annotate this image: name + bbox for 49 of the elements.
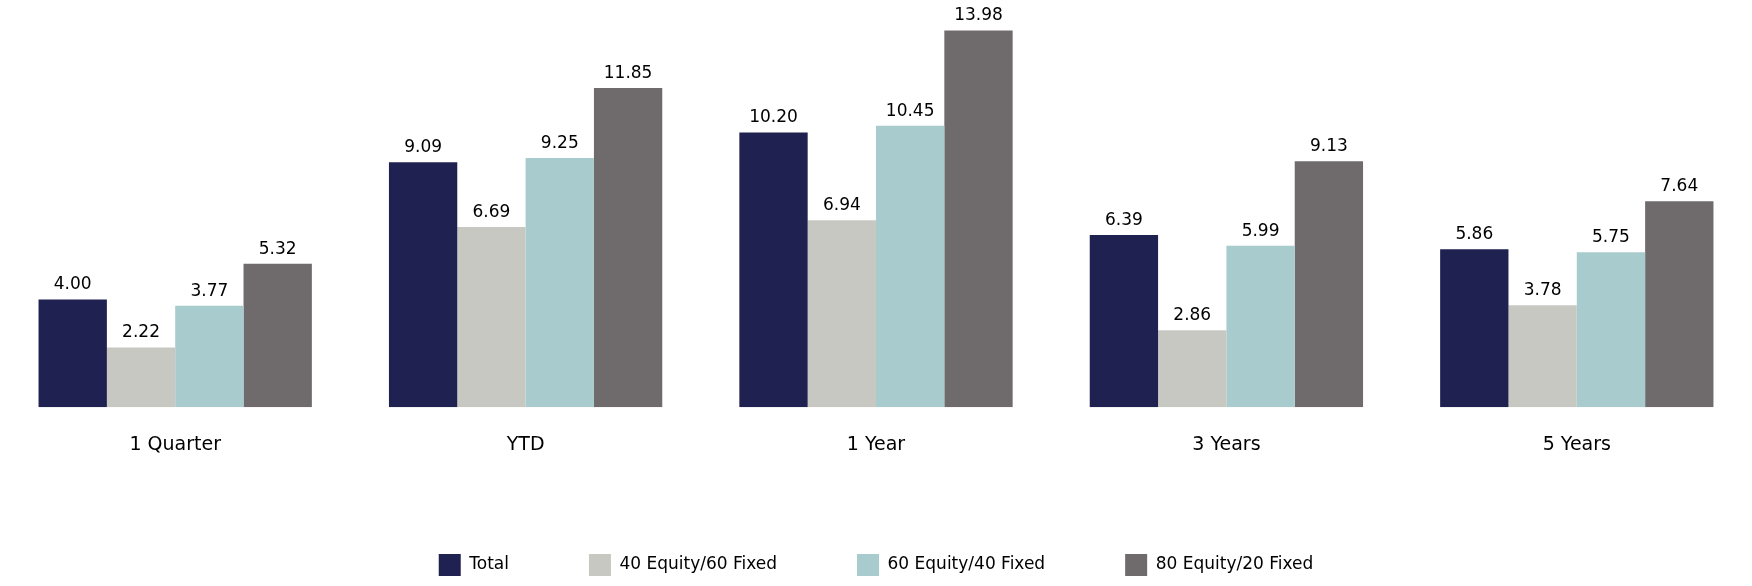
x-tick-label: 3 Years [1192, 431, 1261, 454]
bar [944, 30, 1013, 408]
legend-label: 60 Equity/40 Fixed [887, 553, 1046, 574]
data-label: 13.98 [954, 4, 1003, 25]
legend-label: 80 Equity/20 Fixed [1155, 553, 1314, 574]
bar [1645, 201, 1714, 408]
data-label: 7.64 [1660, 175, 1699, 196]
data-label: 6.69 [472, 200, 511, 221]
data-label: 3.78 [1523, 279, 1562, 300]
data-label: 4.00 [53, 273, 92, 294]
bar [1440, 249, 1509, 408]
data-label: 5.75 [1592, 226, 1630, 247]
x-tick-label: 1 Year [846, 431, 906, 454]
data-label: 10.45 [885, 99, 935, 120]
data-label: 9.25 [540, 131, 579, 152]
data-label: 11.85 [603, 61, 653, 82]
bar [1226, 245, 1295, 408]
x-tick-label: YTD [505, 431, 545, 454]
data-label: 9.13 [1309, 135, 1348, 156]
bar [243, 263, 312, 408]
bar [388, 162, 458, 408]
bar [1508, 305, 1577, 408]
data-label: 5.99 [1241, 219, 1280, 240]
data-label: 10.20 [749, 106, 798, 127]
data-label: 2.22 [122, 321, 160, 342]
data-label: 5.32 [258, 237, 297, 258]
x-tick-label: 1 Quarter [129, 431, 222, 454]
data-label: 2.86 [1173, 304, 1212, 325]
bar [1576, 252, 1646, 408]
data-label: 9.09 [404, 136, 443, 157]
bar [38, 299, 107, 408]
data-label: 3.77 [190, 279, 229, 300]
bar [525, 157, 594, 408]
bar [1089, 235, 1159, 408]
bar [457, 226, 526, 408]
bar [175, 305, 244, 408]
bar [1158, 330, 1227, 408]
x-tick-label: 5 Years [1542, 431, 1611, 454]
legend-label: 40 Equity/60 Fixed [619, 553, 778, 574]
bar [739, 132, 808, 408]
bar [1294, 161, 1364, 408]
bar [876, 125, 945, 408]
legend-label: Total [468, 553, 509, 574]
bar [106, 347, 176, 408]
bar [593, 87, 663, 408]
data-label: 6.94 [822, 194, 861, 215]
bar [807, 220, 876, 408]
data-label: 6.39 [1104, 208, 1143, 229]
data-label: 5.86 [1455, 223, 1494, 244]
